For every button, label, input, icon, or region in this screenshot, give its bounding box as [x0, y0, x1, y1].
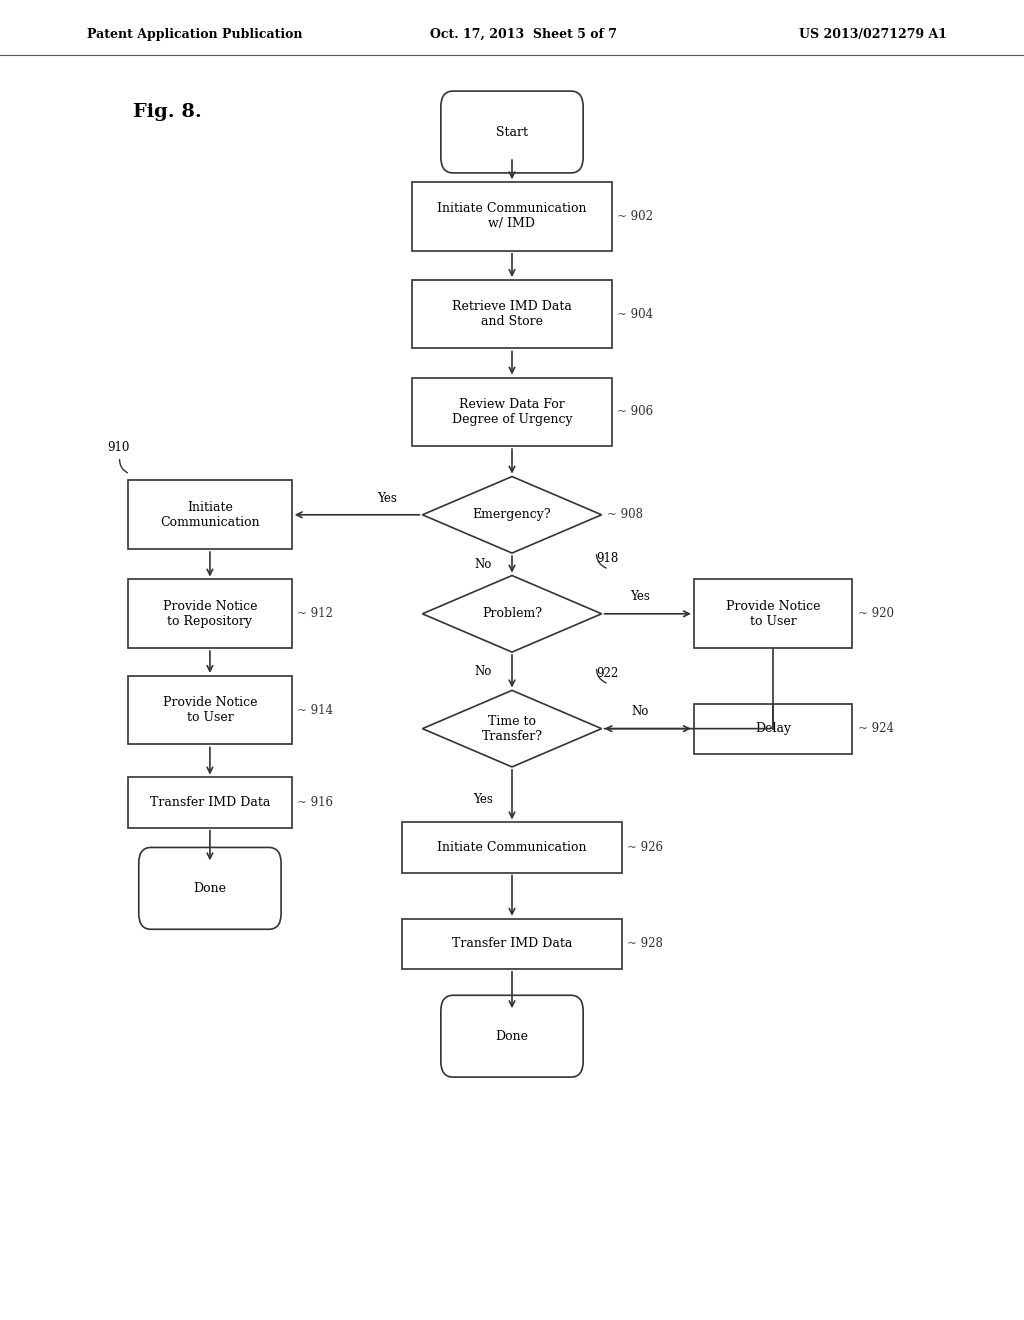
Text: Problem?: Problem?: [482, 607, 542, 620]
Bar: [401, 822, 623, 873]
Bar: [694, 704, 852, 754]
Text: Fig. 8.: Fig. 8.: [133, 103, 202, 121]
Text: 910: 910: [108, 441, 130, 454]
Text: ~ 914: ~ 914: [297, 704, 333, 717]
Text: No: No: [475, 558, 492, 570]
Text: Provide Notice
to User: Provide Notice to User: [163, 696, 257, 725]
Text: Done: Done: [194, 882, 226, 895]
Text: Patent Application Publication: Patent Application Publication: [87, 28, 302, 41]
Bar: [128, 480, 292, 549]
Text: US 2013/0271279 A1: US 2013/0271279 A1: [799, 28, 947, 41]
Text: Provide Notice
to User: Provide Notice to User: [726, 599, 820, 628]
Bar: [128, 579, 292, 648]
Text: No: No: [632, 705, 649, 718]
Bar: [412, 182, 611, 251]
Text: ~ 920: ~ 920: [858, 607, 894, 620]
Text: Yes: Yes: [631, 590, 650, 603]
Text: Transfer IMD Data: Transfer IMD Data: [452, 937, 572, 950]
Bar: [128, 676, 292, 744]
Text: ~ 912: ~ 912: [297, 607, 333, 620]
Text: 922: 922: [596, 667, 618, 680]
Text: Done: Done: [496, 1030, 528, 1043]
Text: Initiate Communication
w/ IMD: Initiate Communication w/ IMD: [437, 202, 587, 231]
Bar: [412, 378, 611, 446]
Text: Provide Notice
to Repository: Provide Notice to Repository: [163, 599, 257, 628]
Text: Oct. 17, 2013  Sheet 5 of 7: Oct. 17, 2013 Sheet 5 of 7: [430, 28, 617, 41]
Text: ~ 924: ~ 924: [858, 722, 894, 735]
Bar: [401, 919, 623, 969]
Text: 918: 918: [596, 552, 618, 565]
Text: ~ 908: ~ 908: [606, 508, 643, 521]
Bar: [412, 280, 611, 348]
Bar: [128, 777, 292, 828]
Text: ~ 906: ~ 906: [616, 405, 653, 418]
Polygon shape: [422, 690, 602, 767]
Text: Retrieve IMD Data
and Store: Retrieve IMD Data and Store: [452, 300, 572, 329]
Text: Initiate Communication: Initiate Communication: [437, 841, 587, 854]
Text: No: No: [475, 665, 492, 677]
Text: Transfer IMD Data: Transfer IMD Data: [150, 796, 270, 809]
Text: Initiate
Communication: Initiate Communication: [160, 500, 260, 529]
Text: ~ 916: ~ 916: [297, 796, 333, 809]
Text: Emergency?: Emergency?: [473, 508, 551, 521]
FancyBboxPatch shape: [440, 91, 584, 173]
FancyBboxPatch shape: [440, 995, 584, 1077]
Polygon shape: [422, 477, 602, 553]
Text: Yes: Yes: [377, 492, 396, 506]
FancyBboxPatch shape: [138, 847, 281, 929]
Text: Yes: Yes: [473, 793, 494, 807]
Text: Start: Start: [496, 125, 528, 139]
Text: Delay: Delay: [755, 722, 792, 735]
Text: ~ 926: ~ 926: [627, 841, 664, 854]
Polygon shape: [422, 576, 602, 652]
Text: ~ 904: ~ 904: [616, 308, 653, 321]
Text: Review Data For
Degree of Urgency: Review Data For Degree of Urgency: [452, 397, 572, 426]
Bar: [694, 579, 852, 648]
Text: ~ 902: ~ 902: [616, 210, 653, 223]
Text: ~ 928: ~ 928: [627, 937, 664, 950]
Text: Time to
Transfer?: Time to Transfer?: [481, 714, 543, 743]
